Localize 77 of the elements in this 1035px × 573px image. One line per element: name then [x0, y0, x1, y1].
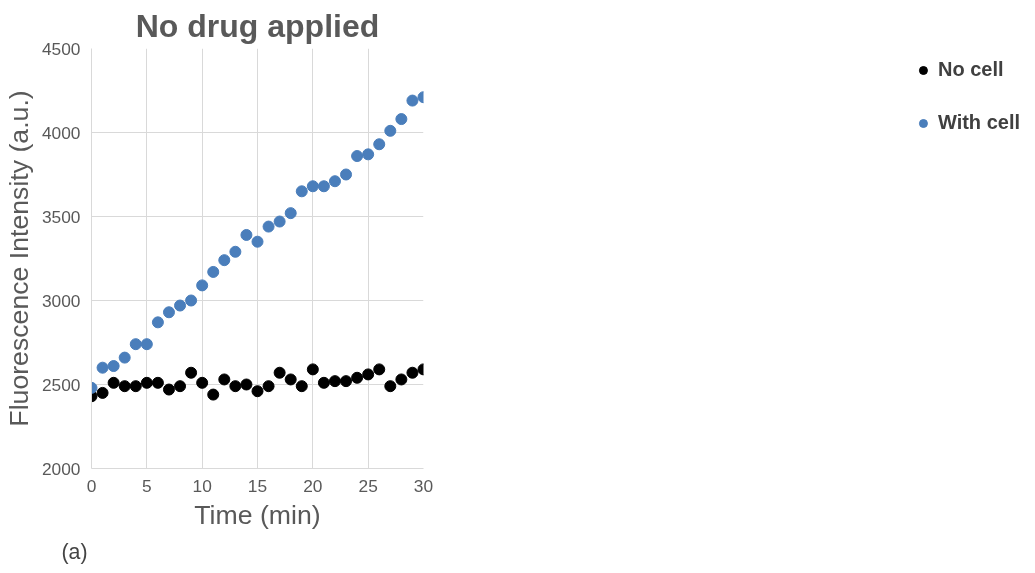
- point: [284, 373, 297, 386]
- point: [174, 299, 187, 312]
- point: [384, 380, 397, 393]
- point: [306, 180, 319, 193]
- point: [107, 360, 120, 373]
- point: [273, 366, 286, 379]
- point: [196, 376, 209, 389]
- point: [251, 235, 264, 248]
- point: [107, 376, 120, 389]
- point: [229, 380, 242, 393]
- point: [373, 138, 386, 151]
- point: [174, 380, 187, 393]
- point: [96, 386, 109, 399]
- point: [406, 366, 419, 379]
- x-axis-title: Time (min): [194, 499, 321, 530]
- point: [317, 180, 330, 193]
- chart-title: No drug applied: [135, 7, 380, 44]
- point: [162, 306, 175, 319]
- point: [185, 294, 198, 307]
- point: [295, 380, 308, 393]
- point: [395, 113, 408, 126]
- x-tick-label: 25: [358, 475, 378, 496]
- point: [351, 371, 364, 384]
- point: [129, 338, 142, 351]
- point: [317, 376, 330, 389]
- point: [351, 150, 364, 163]
- point: [229, 245, 242, 258]
- point: [373, 363, 386, 376]
- x-tick-label: 0: [86, 475, 97, 496]
- point: [273, 215, 286, 228]
- point: [284, 207, 297, 220]
- point: [328, 375, 341, 388]
- point: [207, 265, 220, 278]
- point: [129, 380, 142, 393]
- point: [306, 363, 319, 376]
- point: [340, 375, 353, 388]
- y-tick-label: 3000: [41, 290, 81, 311]
- point: [118, 380, 131, 393]
- point: [162, 383, 175, 396]
- point: [96, 361, 109, 374]
- point: [328, 175, 341, 188]
- x-tick-label: 10: [192, 475, 212, 496]
- point: [196, 279, 209, 292]
- point: [384, 124, 397, 137]
- y-tick-label: 4000: [41, 122, 81, 143]
- legend-label: With cell: [937, 111, 1020, 134]
- point: [118, 351, 131, 364]
- y-tick-label: 3500: [41, 206, 81, 227]
- point: [262, 380, 275, 393]
- y-tick-label: 2500: [41, 374, 81, 395]
- x-tick-label: 30: [413, 475, 434, 496]
- point: [406, 94, 419, 107]
- point: [240, 378, 253, 391]
- point: [340, 168, 353, 181]
- point: [185, 366, 198, 379]
- point: [362, 368, 375, 381]
- point: [218, 254, 231, 267]
- point: [140, 338, 153, 351]
- point: [151, 316, 164, 329]
- legend-label: No cell: [937, 58, 1004, 81]
- y-axis-title: Fluorescence Intensity (a.u.): [3, 90, 34, 427]
- point: [251, 385, 264, 398]
- point: [151, 376, 164, 389]
- x-tick-label: 15: [247, 475, 268, 496]
- x-tick-label: 20: [303, 475, 323, 496]
- point: [207, 388, 220, 401]
- point: [262, 220, 275, 233]
- y-tick-label: 2000: [41, 458, 81, 479]
- point: [240, 228, 253, 241]
- point: [362, 148, 375, 161]
- point: [218, 373, 231, 386]
- y-tick-label: 4500: [41, 38, 81, 59]
- text: (a): [61, 539, 88, 564]
- point: [295, 185, 308, 198]
- point: [140, 376, 153, 389]
- x-tick-label: 5: [142, 475, 152, 496]
- point: [395, 373, 408, 386]
